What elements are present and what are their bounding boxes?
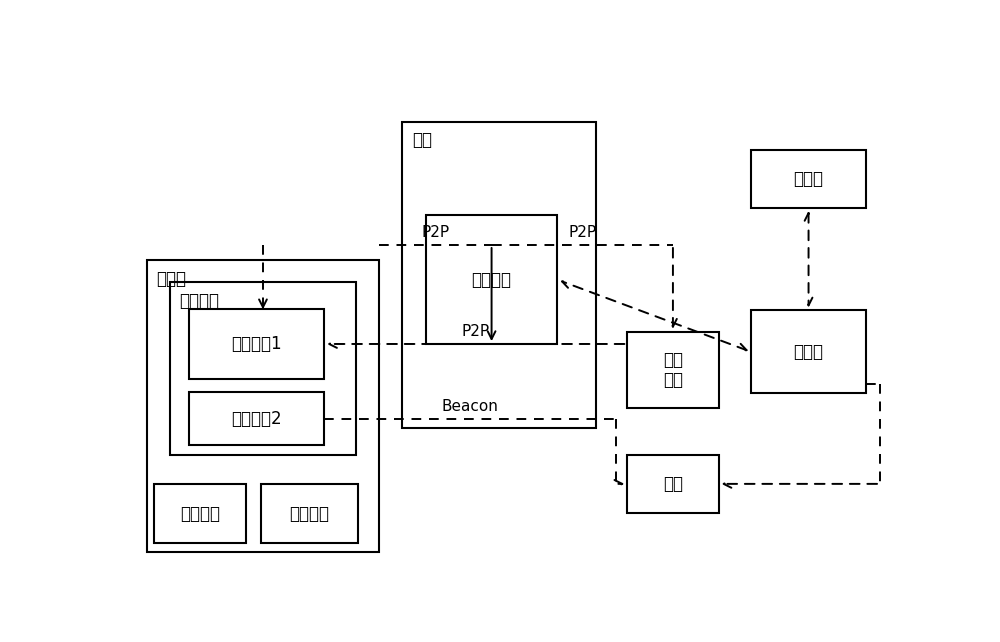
Text: 手机: 手机 [663, 475, 683, 493]
FancyBboxPatch shape [751, 150, 866, 208]
FancyBboxPatch shape [261, 484, 358, 542]
Text: P2P: P2P [568, 225, 596, 240]
FancyBboxPatch shape [627, 455, 719, 513]
Text: 显示单元: 显示单元 [289, 505, 329, 523]
Text: 服务器: 服务器 [794, 170, 824, 188]
FancyBboxPatch shape [426, 216, 557, 344]
Text: 遥控器: 遥控器 [156, 270, 186, 288]
FancyBboxPatch shape [154, 484, 246, 542]
Text: 智能
单品: 智能 单品 [663, 351, 683, 389]
Text: Beacon: Beacon [441, 399, 498, 413]
Text: P2P: P2P [462, 324, 490, 339]
FancyBboxPatch shape [189, 392, 324, 446]
FancyBboxPatch shape [147, 260, 379, 551]
Text: 工作模式1: 工作模式1 [231, 335, 282, 353]
FancyBboxPatch shape [189, 309, 324, 379]
FancyBboxPatch shape [627, 332, 719, 408]
FancyBboxPatch shape [402, 121, 596, 428]
Text: 互联网: 互联网 [794, 343, 824, 361]
FancyBboxPatch shape [751, 310, 866, 394]
Text: 空调: 空调 [412, 132, 432, 150]
Text: 工作模式2: 工作模式2 [231, 410, 282, 428]
Text: 通信单元: 通信单元 [179, 292, 219, 310]
Text: P2P: P2P [421, 225, 449, 240]
Text: 通信单元: 通信单元 [472, 271, 512, 289]
Text: 输入单元: 输入单元 [180, 505, 220, 523]
FancyBboxPatch shape [170, 282, 356, 455]
